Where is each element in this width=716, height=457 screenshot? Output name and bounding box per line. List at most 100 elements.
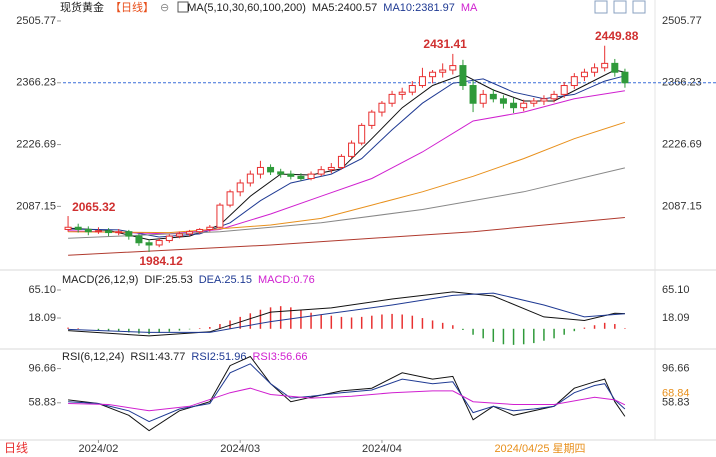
header-label: MACD:0.76 bbox=[258, 274, 315, 286]
y-tick-label: 2087.15 bbox=[16, 200, 56, 212]
indicator-line bbox=[68, 75, 626, 238]
candle-body bbox=[307, 173, 315, 180]
header-label: ⊖ bbox=[160, 2, 169, 14]
candle-body bbox=[317, 169, 325, 175]
y-tick-label: 2366.23 bbox=[662, 77, 702, 89]
candle-body bbox=[530, 100, 538, 104]
tool-icon[interactable] bbox=[632, 0, 646, 14]
candle-body bbox=[155, 240, 163, 246]
footer-period: 日线 bbox=[4, 441, 28, 455]
candle-body bbox=[439, 69, 447, 73]
x-tick-label: 2024/02 bbox=[79, 443, 119, 455]
candle-body bbox=[611, 62, 619, 73]
candle-body bbox=[520, 102, 528, 109]
y-tick-label: 2226.69 bbox=[662, 138, 702, 150]
header-label: MA(5,10,30,60,100,200) bbox=[187, 2, 306, 14]
candle-body bbox=[408, 85, 416, 93]
y-tick-label: 65.10 bbox=[28, 284, 56, 296]
candle-body bbox=[479, 93, 487, 104]
candle-body bbox=[236, 182, 244, 193]
candle-body bbox=[378, 102, 386, 113]
candle-body bbox=[125, 231, 133, 237]
cursor-value: 68.84 bbox=[662, 388, 690, 400]
y-tick-label: 2226.69 bbox=[16, 138, 56, 150]
candle-body bbox=[499, 98, 507, 104]
candle-body bbox=[469, 85, 477, 104]
candle-body bbox=[246, 173, 254, 184]
y-tick-label: 65.10 bbox=[662, 284, 690, 296]
candle-body bbox=[135, 235, 143, 244]
candle-body bbox=[277, 171, 285, 175]
x-tick-label: 2024/04 bbox=[362, 443, 402, 455]
candle-body bbox=[560, 85, 568, 95]
candle-body bbox=[398, 91, 406, 95]
header-label: 现货黄金 bbox=[60, 0, 104, 14]
header-label: DEA:25.15 bbox=[199, 274, 252, 286]
header-label: MA10:2381.97 bbox=[383, 2, 455, 14]
candle-body bbox=[267, 166, 275, 173]
y-tick-label: 2505.77 bbox=[16, 15, 56, 27]
candle-body bbox=[115, 231, 123, 234]
candle-body bbox=[510, 102, 518, 109]
candle-body bbox=[388, 93, 396, 104]
extreme-label: 2065.32 bbox=[72, 200, 116, 214]
y-tick-label: 96.66 bbox=[28, 362, 56, 374]
extreme-label: 2431.41 bbox=[423, 37, 467, 51]
candle-body bbox=[449, 65, 457, 71]
candle-body bbox=[358, 124, 366, 144]
candle-body bbox=[540, 98, 548, 102]
header-label: RSI3:56.66 bbox=[252, 351, 307, 363]
candle-body bbox=[489, 93, 497, 100]
y-tick-label: 58.83 bbox=[662, 397, 690, 409]
candle-body bbox=[550, 93, 558, 100]
y-tick-label: 96.66 bbox=[662, 362, 690, 374]
tool-icon[interactable] bbox=[613, 0, 627, 14]
candle-body bbox=[459, 65, 467, 87]
candle-body bbox=[297, 175, 305, 180]
candle-body bbox=[570, 76, 578, 87]
indicator-line bbox=[68, 363, 626, 423]
cursor-date: 2024/04/25 星期四 bbox=[494, 442, 585, 455]
y-tick-label: 2505.77 bbox=[662, 15, 702, 27]
candle-body bbox=[591, 67, 599, 73]
candle-body bbox=[206, 226, 214, 230]
candle-body bbox=[621, 71, 629, 84]
candle-body bbox=[175, 233, 183, 237]
header-label: RSI(6,12,24) bbox=[62, 351, 124, 363]
candle-body bbox=[165, 235, 173, 242]
candle-body bbox=[186, 231, 194, 235]
candle-body bbox=[84, 228, 92, 233]
candle-body bbox=[74, 226, 82, 230]
header-label: RSI1:43.77 bbox=[130, 351, 185, 363]
candle-body bbox=[429, 71, 437, 78]
y-tick-label: 58.83 bbox=[28, 397, 56, 409]
header-label: RSI2:51.96 bbox=[191, 351, 246, 363]
candle-body bbox=[337, 155, 345, 168]
candle-body bbox=[216, 204, 224, 228]
indicator-line bbox=[68, 121, 626, 234]
header-label: MACD(26,12,9) bbox=[62, 274, 138, 286]
candle-body bbox=[256, 166, 264, 175]
x-tick-label: 2024/03 bbox=[220, 443, 260, 455]
y-tick-label: 18.09 bbox=[662, 312, 690, 324]
header-label: DIF:25.53 bbox=[144, 274, 192, 286]
candle-body bbox=[145, 242, 153, 246]
candle-body bbox=[580, 71, 588, 78]
y-tick-label: 2366.23 bbox=[16, 77, 56, 89]
candle-body bbox=[368, 111, 376, 126]
header-label: 【日线】 bbox=[110, 0, 154, 14]
indicator-line bbox=[68, 292, 625, 333]
y-tick-label: 2087.15 bbox=[662, 200, 702, 212]
y-tick-label: 18.09 bbox=[28, 312, 56, 324]
indicator-icon[interactable] bbox=[177, 1, 189, 13]
extreme-label: 1984.12 bbox=[139, 254, 183, 268]
candle-body bbox=[94, 230, 102, 233]
candle-body bbox=[105, 230, 113, 234]
candle-body bbox=[196, 228, 204, 233]
indicator-line bbox=[68, 217, 625, 256]
extreme-label: 2449.88 bbox=[595, 29, 639, 43]
candle-body bbox=[348, 142, 356, 157]
tool-icon[interactable] bbox=[594, 0, 608, 14]
candle-body bbox=[64, 226, 72, 230]
